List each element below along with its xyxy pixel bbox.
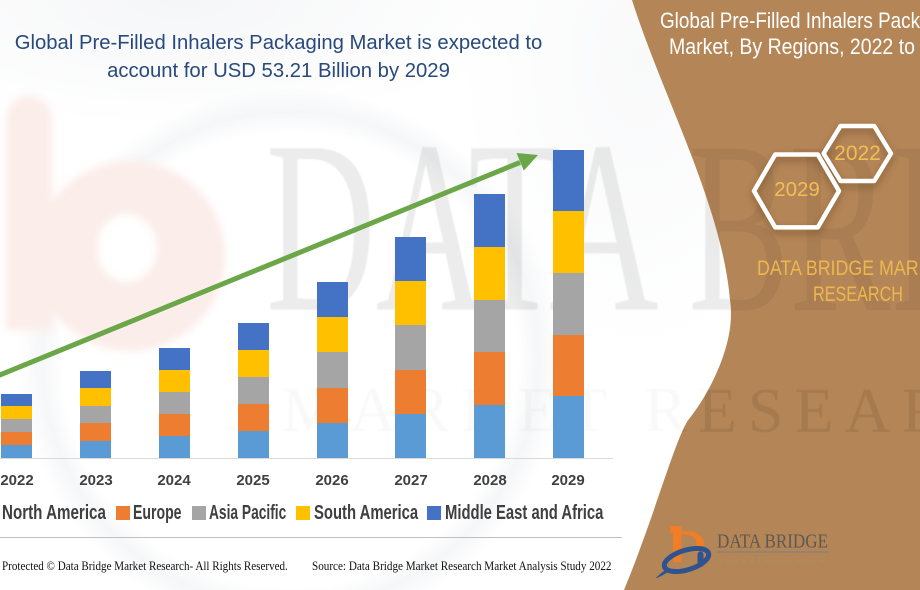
svg-text:DATA BRIDGE: DATA BRIDGE — [717, 531, 828, 553]
svg-text:M A R K E T R E S E A R C H: M A R K E T R E S E A R C H — [717, 558, 825, 565]
